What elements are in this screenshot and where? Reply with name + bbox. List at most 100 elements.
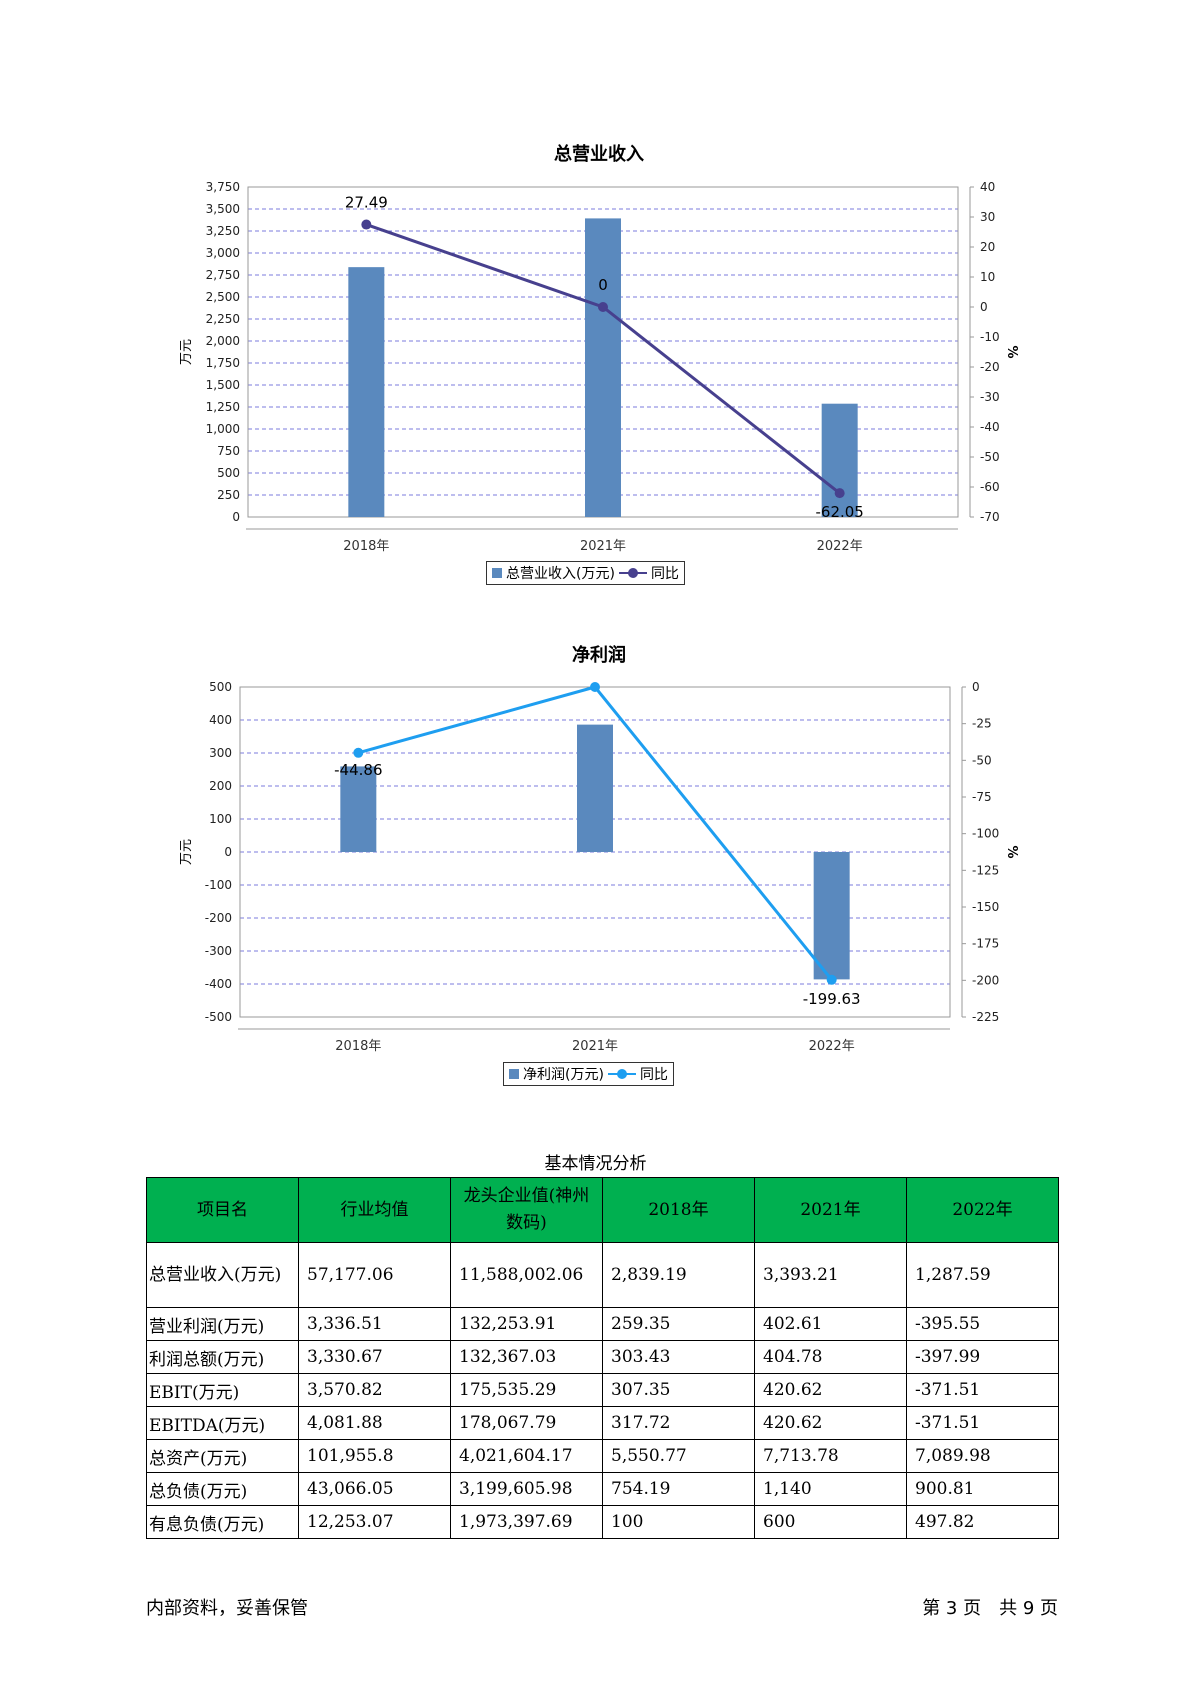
bar-swatch-icon: [509, 1069, 519, 1079]
y2-tick-label: -225: [972, 1010, 999, 1024]
y2-tick-label: -30: [980, 390, 1000, 404]
y-tick-label: 1,000: [206, 422, 240, 436]
legend-line-label: 同比: [650, 566, 679, 582]
x-tick-label: 2022年: [817, 539, 863, 554]
table-cell: 43,066.05: [298, 1472, 451, 1506]
bar: [577, 724, 613, 852]
basic-analysis-table: 项目名 行业均值 龙头企业值(神州数码) 2018年 2021年 2022年 总…: [146, 1177, 1059, 1539]
table-row: 营业利润(万元) 3,336.51 132,253.91 259.35 402.…: [146, 1307, 1059, 1341]
table-cell: 3,199,605.98: [450, 1472, 603, 1506]
legend-bar-label: 总营业收入(万元): [506, 566, 615, 582]
table-cell: 317.72: [602, 1406, 755, 1440]
y2-tick-label: -125: [972, 863, 999, 877]
y-tick-label: 2,500: [206, 290, 240, 304]
x-tick-label: 2021年: [572, 1039, 618, 1054]
y2-tick-label: 30: [980, 210, 995, 224]
column-header: 2021年: [754, 1177, 907, 1243]
y2-tick-label: 20: [980, 240, 995, 254]
bar: [813, 852, 850, 980]
table-row: 总营业收入(万元) 57,177.06 11,588,002.06 2,839.…: [146, 1242, 1059, 1308]
y2-tick-label: -10: [980, 330, 1000, 344]
table-row: EBITDA(万元) 4,081.88 178,067.79 317.72 42…: [146, 1406, 1059, 1440]
table-cell: -371.51: [906, 1373, 1059, 1407]
row-label: 总营业收入(万元): [146, 1242, 299, 1308]
y2-tick-label: -50: [980, 450, 1000, 464]
right-axis-label: %: [1004, 845, 1019, 858]
y2-tick-label: 10: [980, 270, 995, 284]
table-cell: 178,067.79: [450, 1406, 603, 1440]
y2-tick-label: 0: [972, 680, 980, 694]
y2-tick-label: -150: [972, 900, 999, 914]
x-axis-ticks: 2018年 2021年 2022年: [335, 1039, 854, 1054]
series-point: [353, 747, 364, 758]
table-cell: 5,550.77: [602, 1439, 755, 1473]
table-cell: 497.82: [906, 1505, 1059, 1539]
y2-tick-label: -100: [972, 827, 999, 841]
table-cell: 402.61: [754, 1307, 907, 1341]
table-cell: -395.55: [906, 1307, 1059, 1341]
y-tick-label: 100: [209, 812, 232, 826]
table-cell: 3,393.21: [754, 1242, 907, 1308]
series-point: [598, 302, 608, 312]
row-label: 总负债(万元): [146, 1472, 299, 1506]
y2-tick-label: -20: [980, 360, 1000, 374]
row-label: EBITDA(万元): [146, 1406, 299, 1440]
line-series: -44.86 -199.63: [334, 682, 861, 1008]
table-cell: 101,955.8: [298, 1439, 451, 1473]
data-label: -62.05: [815, 503, 863, 521]
row-label: 有息负债(万元): [146, 1505, 299, 1539]
y-tick-label: 200: [209, 779, 232, 793]
line-series: 27.49 0 -62.05: [345, 194, 864, 522]
y-tick-label: 300: [209, 746, 232, 760]
right-axis-label: %: [1004, 345, 1019, 358]
table-cell: 754.19: [602, 1472, 755, 1506]
bar: [585, 218, 621, 517]
table-cell: 7,713.78: [754, 1439, 907, 1473]
data-label: 0: [598, 276, 608, 294]
table-cell: 2,839.19: [602, 1242, 755, 1308]
y-tick-label: -300: [205, 944, 232, 958]
column-header: 2018年: [602, 1177, 755, 1243]
y2-tick-label: -175: [972, 937, 999, 951]
y-tick-label: 0: [224, 845, 232, 859]
table-row: EBIT(万元) 3,570.82 175,535.29 307.35 420.…: [146, 1373, 1059, 1407]
data-label: -199.63: [803, 990, 861, 1008]
table-cell: 12,253.07: [298, 1505, 451, 1539]
y2-tick-label: -40: [980, 420, 1000, 434]
bar-swatch-icon: [492, 568, 502, 578]
y-tick-label: 1,750: [206, 356, 240, 370]
table-cell: 57,177.06: [298, 1242, 451, 1308]
row-label: 利润总额(万元): [146, 1340, 299, 1374]
table-cell: 900.81: [906, 1472, 1059, 1506]
row-label: EBIT(万元): [146, 1373, 299, 1407]
table-cell: 3,570.82: [298, 1373, 451, 1407]
table-cell: 420.62: [754, 1373, 907, 1407]
charts-canvas: 总营业收入 0 250 500 750 1,000 1,250 1,500 1,750 2,00…: [179, 143, 1019, 1054]
line-swatch-icon: [607, 1069, 636, 1079]
table-cell: 1,140: [754, 1472, 907, 1506]
y-tick-label: 1,250: [206, 400, 240, 414]
x-axis-ticks: 2018年 2021年 2022年: [343, 539, 862, 554]
y2-tick-label: -25: [972, 717, 992, 731]
table-row: 有息负债(万元) 12,253.07 1,973,397.69 100 600 …: [146, 1505, 1059, 1539]
table-cell: 132,367.03: [450, 1340, 603, 1374]
x-tick-label: 2018年: [343, 539, 389, 554]
y-tick-label: 2,000: [206, 334, 240, 348]
y2-tick-label: 40: [980, 180, 995, 194]
y-tick-label: 3,500: [206, 202, 240, 216]
page-number: 第 3 页 共 9 页: [922, 1598, 1058, 1619]
bar-series: [348, 218, 858, 517]
table-title: 基本情况分析: [544, 1154, 647, 1174]
left-axis-label: 万元: [179, 339, 194, 365]
row-label: 营业利润(万元): [146, 1307, 299, 1341]
left-axis-ticks: 500 400 300 200 100 0 -100 -200 -300 -400 -500: [205, 680, 232, 1024]
table-cell: 11,588,002.06: [450, 1242, 603, 1308]
chart-legend: 总营业收入(万元) 同比: [486, 561, 685, 585]
table-row: 总资产(万元) 101,955.8 4,021,604.17 5,550.77 …: [146, 1439, 1059, 1473]
table-cell: 100: [602, 1505, 755, 1539]
table-cell: 175,535.29: [450, 1373, 603, 1407]
series-point: [834, 488, 845, 499]
column-header: 2022年: [906, 1177, 1059, 1243]
right-axis-ticks: 0 -25 -50 -75 -100 -125 -150 -175 -200 -225: [962, 680, 999, 1024]
table-cell: -371.51: [906, 1406, 1059, 1440]
